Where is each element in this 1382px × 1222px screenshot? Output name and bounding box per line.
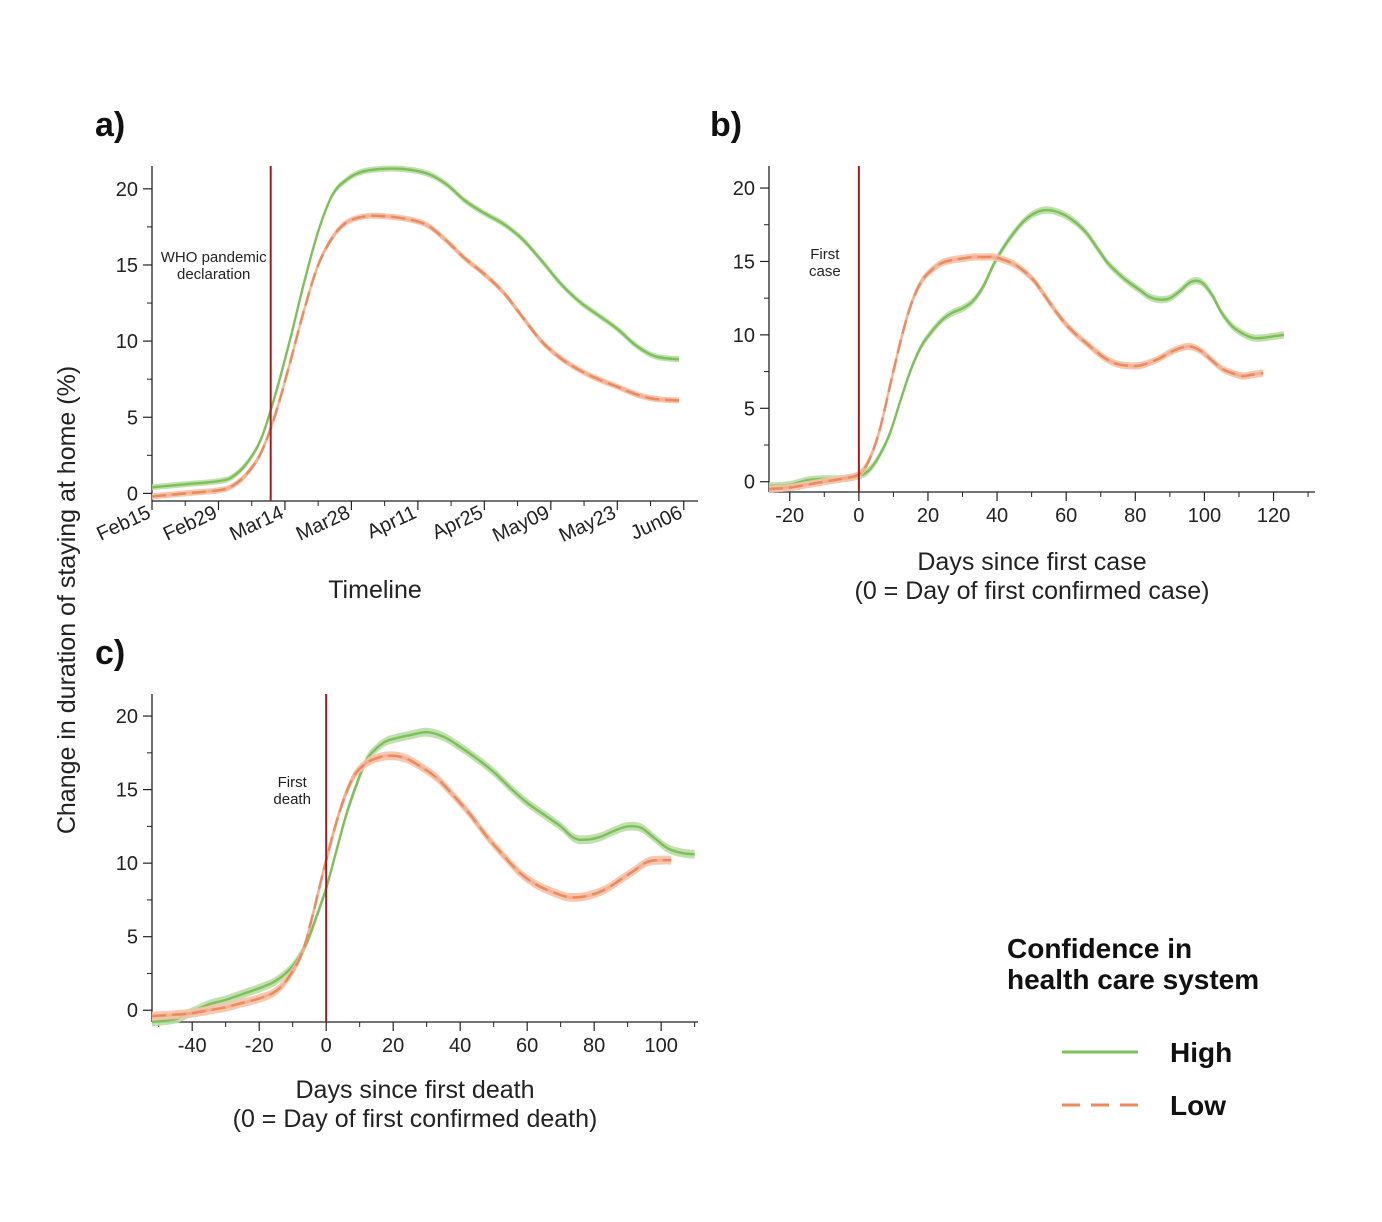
x-tick-label: 20 [382, 1035, 404, 1057]
x-tick-label: Feb15 [93, 502, 154, 546]
y-tick-label: 15 [116, 780, 138, 802]
x-axis-title: Timeline [328, 576, 422, 604]
ci-band-low [152, 751, 672, 1021]
y-tick-label: 0 [127, 483, 138, 505]
x-tick-label: May23 [556, 502, 620, 547]
panel-a: a) 0 5 10 15 20 Feb15 Feb29 Mar14 Mar28 Apr11 Apr25… [93, 106, 698, 604]
ci-band-high [152, 165, 679, 491]
x-tick-label: 60 [1055, 505, 1077, 527]
legend-label-high: High [1170, 1037, 1232, 1068]
panel-label-b: b) [710, 106, 742, 144]
x-tick-label: Feb29 [160, 502, 221, 546]
series-line-low [151, 754, 672, 1018]
series-line-low-halo [151, 754, 672, 1018]
y-tick-label: 5 [127, 407, 138, 429]
x-axis-title-line2: (0 = Day of first confirmed case) [855, 577, 1210, 605]
event-annotation-line2: case [809, 263, 841, 280]
y-tick-label: 0 [744, 472, 755, 494]
x-tick-label: -20 [775, 505, 804, 527]
series-line-low-halo [768, 255, 1264, 491]
series-line-high [151, 167, 680, 489]
y-tick-label: 5 [744, 398, 755, 420]
x-tick-label: 40 [449, 1035, 471, 1057]
x-tick-label: 0 [853, 505, 864, 527]
x-tick-label: 60 [516, 1035, 538, 1057]
series-line-high [151, 730, 695, 1024]
event-annotation-line1: First [810, 246, 840, 263]
panel-b: b) 0 5 10 15 20 -20 0 20 40 60 80 100 120 Days since f… [710, 106, 1315, 605]
legend: Confidence in health care system High Lo… [1007, 933, 1259, 1121]
y-tick-label: 20 [733, 178, 755, 200]
y-tick-label: 5 [127, 927, 138, 949]
shared-y-axis-title: Change in duration of staying at home (%… [53, 366, 81, 834]
series-line-low-halo [151, 214, 680, 498]
series-line-low [768, 255, 1264, 491]
series-line-high [768, 208, 1285, 488]
y-tick-label: 20 [116, 179, 138, 201]
y-tick-label: 20 [116, 706, 138, 728]
x-tick-label: 20 [917, 505, 939, 527]
y-tick-label: 0 [127, 1000, 138, 1022]
legend-title-line2: health care system [1007, 964, 1259, 995]
x-tick-label: 120 [1257, 505, 1290, 527]
x-tick-label: 100 [1188, 505, 1221, 527]
x-tick-label: 0 [321, 1035, 332, 1057]
legend-label-low: Low [1170, 1090, 1226, 1121]
y-tick-label: 10 [733, 325, 755, 347]
x-tick-label: 40 [986, 505, 1008, 527]
panel-label-a: a) [95, 106, 125, 144]
x-tick-label: -40 [178, 1035, 207, 1057]
x-tick-label: Jun06 [627, 502, 686, 545]
x-tick-label: Apr11 [364, 502, 420, 544]
x-axis-title: Days since first case [917, 548, 1146, 576]
event-annotation-line2: death [273, 791, 311, 808]
x-tick-label: Mar14 [226, 502, 287, 546]
x-tick-label: 100 [644, 1035, 677, 1057]
panel-label-c: c) [95, 634, 125, 672]
y-tick-label: 10 [116, 331, 138, 353]
y-tick-label: 10 [116, 853, 138, 875]
x-tick-label: -20 [245, 1035, 274, 1057]
x-axis-title-line2: (0 = Day of first confirmed death) [233, 1105, 598, 1133]
x-tick-label: 80 [1124, 505, 1146, 527]
ci-band-high [769, 206, 1284, 490]
x-tick-label: May09 [489, 502, 553, 547]
panel-c: c) 0 5 10 15 20 -40 -20 0 20 40 60 80 100 Days since f… [95, 634, 698, 1133]
x-axis-title: Days since first death [296, 1076, 535, 1104]
x-tick-label: Mar28 [293, 502, 354, 546]
event-annotation-line2: declaration [177, 266, 250, 283]
y-tick-label: 15 [733, 251, 755, 273]
legend-title-line1: Confidence in [1007, 933, 1192, 964]
y-tick-label: 15 [116, 255, 138, 277]
ci-band-low [769, 253, 1264, 493]
x-tick-label: Apr25 [429, 502, 487, 544]
x-tick-label: 80 [583, 1035, 605, 1057]
event-annotation-line1: First [278, 774, 308, 791]
event-annotation-line1: WHO pandemic [161, 249, 267, 266]
